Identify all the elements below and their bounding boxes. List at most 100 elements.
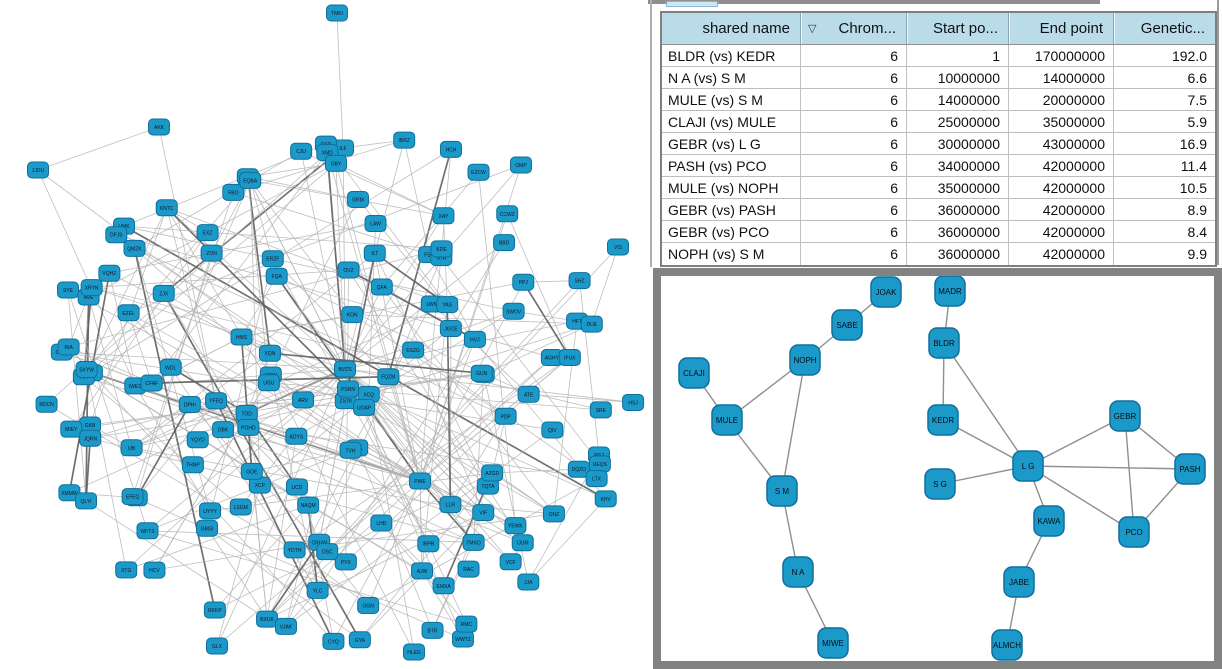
- network-node[interactable]: QIV: [541, 421, 564, 439]
- network-edge[interactable]: [943, 342, 1029, 467]
- network-node[interactable]: BTR: [421, 621, 444, 639]
- network-node[interactable]: QMZK: [123, 239, 146, 257]
- network-edge[interactable]: [83, 207, 168, 377]
- table-row[interactable]: N A (vs) S M 6 10000000 14000000 6.6: [662, 67, 1215, 89]
- network-node[interactable]: PSRN: [337, 380, 360, 398]
- column-header-start-point[interactable]: Start po...: [907, 13, 1009, 44]
- table-cell[interactable]: 6: [801, 89, 907, 110]
- network-node[interactable]: CFAF: [140, 374, 163, 392]
- table-cell[interactable]: GEBR (vs) L G: [662, 133, 801, 154]
- table-row[interactable]: PASH (vs) PCO 6 34000000 42000000 11.4: [662, 155, 1215, 177]
- network-node[interactable]: DPHI: [178, 395, 201, 413]
- network-edge[interactable]: [214, 504, 309, 611]
- network-node[interactable]: LAW: [364, 215, 387, 233]
- network-node[interactable]: MADR: [934, 276, 966, 307]
- network-node[interactable]: VCF: [499, 553, 522, 571]
- network-node[interactable]: MULE: [711, 404, 743, 436]
- table-row[interactable]: GEBR (vs) PASH 6 36000000 42000000 8.9: [662, 199, 1215, 221]
- network-edge[interactable]: [387, 149, 452, 377]
- network-edge[interactable]: [170, 180, 251, 368]
- network-node[interactable]: RDCN: [35, 395, 58, 413]
- network-node[interactable]: IFUX: [558, 348, 581, 366]
- network-node[interactable]: DUE: [580, 315, 603, 333]
- table-cell[interactable]: 6: [801, 133, 907, 154]
- network-edge[interactable]: [356, 447, 433, 631]
- network-edge[interactable]: [269, 352, 482, 375]
- network-node[interactable]: N A: [782, 556, 814, 588]
- network-edge[interactable]: [307, 505, 334, 642]
- network-node[interactable]: HVJ: [463, 330, 486, 348]
- table-cell[interactable]: N A (vs) S M: [662, 67, 801, 88]
- table-cell[interactable]: 6: [801, 221, 907, 242]
- table-cell[interactable]: BLDR (vs) KEDR: [662, 45, 801, 66]
- network-node[interactable]: CLAJI: [678, 357, 710, 389]
- network-edge[interactable]: [403, 140, 430, 255]
- network-node[interactable]: JGCE: [439, 319, 462, 337]
- network-node[interactable]: L G: [1012, 450, 1044, 482]
- network-edge[interactable]: [247, 176, 346, 370]
- network-edge[interactable]: [132, 192, 234, 497]
- panel-tab[interactable]: [666, 1, 718, 7]
- network-edge[interactable]: [1027, 465, 1191, 470]
- network-edge[interactable]: [492, 468, 579, 474]
- network-node[interactable]: HSJ: [622, 393, 645, 411]
- table-cell[interactable]: MULE (vs) NOPH: [662, 177, 801, 198]
- network-edge[interactable]: [528, 498, 607, 583]
- network-edge[interactable]: [381, 522, 444, 587]
- network-node[interactable]: ALMCH: [991, 629, 1023, 661]
- network-node[interactable]: ILT: [363, 244, 386, 262]
- table-cell[interactable]: 20000000: [1009, 89, 1114, 110]
- table-cell[interactable]: 11.4: [1180, 157, 1207, 174]
- network-edge[interactable]: [359, 472, 493, 641]
- network-node[interactable]: BXUK: [256, 610, 279, 628]
- network-edge[interactable]: [1124, 415, 1135, 533]
- network-node[interactable]: BLDR: [928, 327, 960, 359]
- network-edge[interactable]: [419, 149, 452, 482]
- network-node[interactable]: ERZF: [261, 250, 284, 268]
- network-edge[interactable]: [270, 374, 415, 653]
- network-edge[interactable]: [352, 314, 592, 325]
- network-edge[interactable]: [68, 346, 334, 642]
- network-node[interactable]: KHV: [594, 490, 617, 508]
- network-node[interactable]: IBRZ: [393, 131, 416, 149]
- network-edge[interactable]: [522, 281, 571, 358]
- column-header-chromosome[interactable]: ▽ Chrom...: [801, 13, 907, 44]
- network-node[interactable]: HCV: [143, 561, 166, 579]
- table-row[interactable]: BLDR (vs) KEDR 6 1 170000000 192.0: [662, 45, 1215, 67]
- network-edge[interactable]: [91, 287, 601, 411]
- network-node[interactable]: FQZM: [377, 368, 400, 386]
- network-edge[interactable]: [344, 164, 522, 370]
- network-edge[interactable]: [300, 151, 346, 370]
- table-row[interactable]: GEBR (vs) L G 6 30000000 43000000 16.9: [662, 133, 1215, 155]
- network-edge[interactable]: [68, 346, 152, 384]
- table-cell[interactable]: 35000000: [1009, 111, 1114, 132]
- table-cell[interactable]: 42000000: [1009, 221, 1114, 242]
- network-edge[interactable]: [116, 234, 349, 390]
- network-node[interactable]: SRE: [589, 401, 612, 419]
- network-node[interactable]: EMXA: [432, 577, 455, 595]
- network-node[interactable]: IRPR: [417, 535, 440, 553]
- table-cell[interactable]: 35000000: [907, 177, 1009, 198]
- network-edge[interactable]: [268, 382, 601, 411]
- table-cell[interactable]: 30000000: [907, 133, 1009, 154]
- network-node[interactable]: SABE: [831, 309, 863, 341]
- network-edge[interactable]: [83, 376, 242, 508]
- network-node[interactable]: LHD: [370, 514, 393, 532]
- network-edge[interactable]: [163, 293, 249, 428]
- network-node[interactable]: OVZ: [337, 261, 360, 279]
- network-node[interactable]: PPJ: [512, 273, 535, 291]
- network-node[interactable]: ESZG: [402, 341, 425, 359]
- network-node[interactable]: MIEY: [60, 420, 83, 438]
- network-node[interactable]: TMXO: [462, 533, 485, 551]
- network-edge[interactable]: [368, 323, 592, 395]
- network-node[interactable]: WWTZ: [452, 630, 474, 648]
- network-node[interactable]: SWOV: [502, 302, 525, 320]
- table-cell[interactable]: 14000000: [907, 89, 1009, 110]
- network-edge[interactable]: [192, 464, 474, 543]
- network-edge[interactable]: [216, 368, 346, 647]
- column-header-genetic[interactable]: Genetic...: [1114, 13, 1215, 44]
- network-node[interactable]: ZJX: [152, 284, 175, 302]
- network-edge[interactable]: [85, 500, 268, 620]
- network-edge[interactable]: [1027, 465, 1135, 533]
